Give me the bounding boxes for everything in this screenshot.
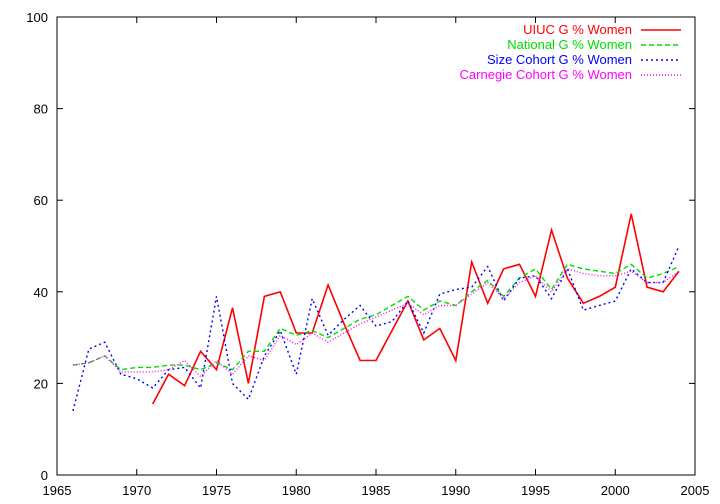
y-tick-label: 80 bbox=[34, 102, 48, 117]
axes-layer: 1965 1970 1975 1980 1985 1990 1995 2000 2005 0 20 4… bbox=[26, 10, 709, 498]
y-tick-label: 60 bbox=[34, 193, 48, 208]
x-tick-label: 1985 bbox=[362, 483, 391, 498]
series-line-2 bbox=[72, 263, 680, 371]
legend-label-2: National G % Women bbox=[507, 37, 632, 52]
x-tick-label: 1965 bbox=[43, 483, 72, 498]
series-line-1 bbox=[151, 213, 680, 405]
y-tick-label: 20 bbox=[34, 376, 48, 391]
x-tick-label: 1990 bbox=[441, 483, 470, 498]
y-tick-label: 40 bbox=[34, 285, 48, 300]
x-tick-label: 2005 bbox=[681, 483, 710, 498]
series-layer bbox=[72, 213, 680, 412]
x-tick-label: 1995 bbox=[521, 483, 550, 498]
legend-label-1: UIUC G % Women bbox=[523, 22, 632, 37]
x-tick-label: 1970 bbox=[122, 483, 151, 498]
x-tick-label: 2000 bbox=[601, 483, 630, 498]
y-tick-label: 0 bbox=[41, 468, 48, 483]
legend-label-4: Carnegie Cohort G % Women bbox=[460, 67, 632, 82]
x-tick-label: 1980 bbox=[282, 483, 311, 498]
y-tick-label: 100 bbox=[26, 10, 48, 25]
series-line-3 bbox=[72, 245, 680, 412]
legend-label-3: Size Cohort G % Women bbox=[487, 52, 632, 67]
x-tick-label: 1975 bbox=[202, 483, 231, 498]
